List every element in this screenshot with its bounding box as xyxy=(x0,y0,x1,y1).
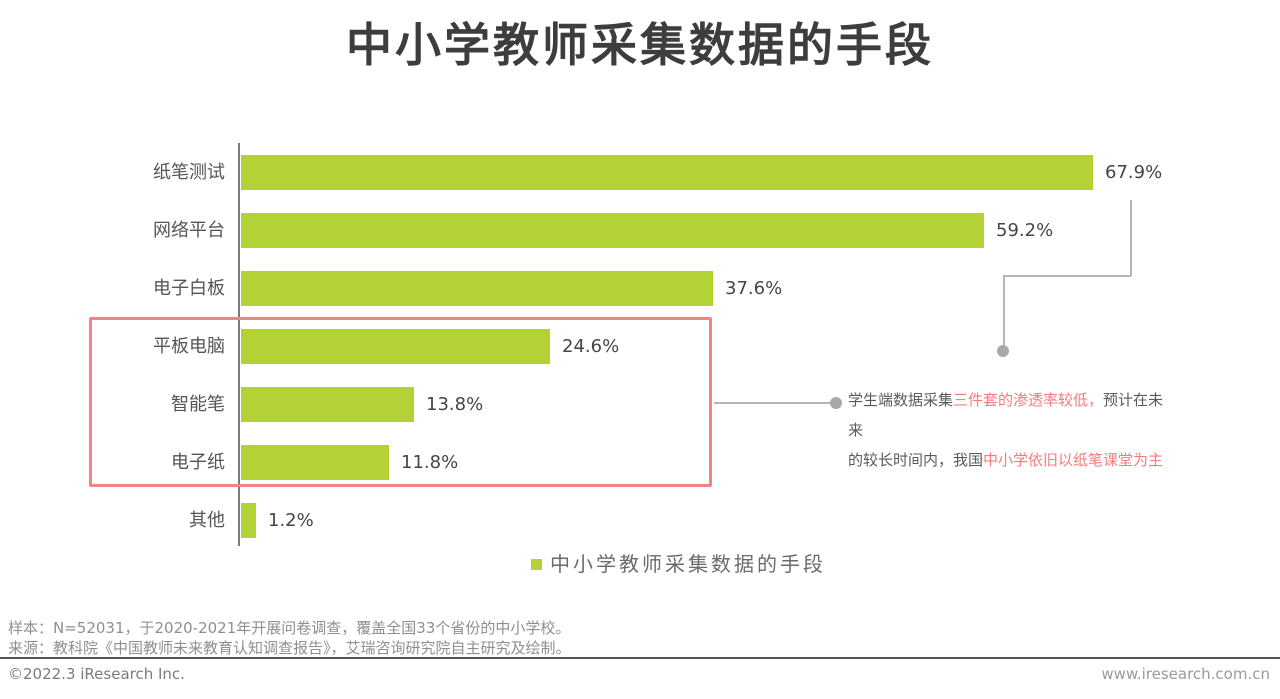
connector-dot-1 xyxy=(997,345,1009,357)
bar xyxy=(241,503,256,538)
bar-value-label: 13.8% xyxy=(426,394,484,415)
annotation-line-2: 的较长时间内，我国中小学依旧以纸笔课堂为主 xyxy=(848,445,1178,475)
footer-divider xyxy=(0,657,1280,659)
legend-swatch-icon xyxy=(531,558,542,570)
annotation-line-1: 学生端数据采集三件套的渗透率较低，预计在未来 xyxy=(848,385,1178,445)
annotation-gray-text: 学生端数据采集 xyxy=(848,391,954,409)
connector-line-vertical-2 xyxy=(1003,275,1005,346)
connector-line-horizontal-1 xyxy=(1003,275,1131,277)
category-label: 其他 xyxy=(189,510,225,531)
bar xyxy=(241,387,414,422)
sample-note: 样本：N=52031，于2020-2021年开展问卷调查，覆盖全国33个省份的中… xyxy=(8,619,571,637)
category-label: 平板电脑 xyxy=(153,336,225,357)
connector-dot-2 xyxy=(830,397,842,409)
y-axis-line xyxy=(238,143,240,546)
annotation-red-text: 中小学依旧以纸笔课堂为主 xyxy=(983,451,1164,469)
bar xyxy=(241,445,389,480)
annotation-gray-text: 预计在未来 xyxy=(848,391,1164,439)
annotation-text: 学生端数据采集三件套的渗透率较低，预计在未来 的较长时间内，我国中小学依旧以纸笔… xyxy=(848,385,1178,475)
source-note: 来源：教科院《中国教师未来教育认知调查报告》，艾瑞咨询研究院自主研究及绘制。 xyxy=(8,639,571,657)
category-label: 智能笔 xyxy=(171,394,225,415)
page-title: 中小学教师采集数据的手段 xyxy=(346,18,934,72)
legend-label: 中小学教师采集数据的手段 xyxy=(550,552,826,576)
bar-value-label: 67.9% xyxy=(1105,162,1163,183)
website-text: www.iresearch.com.cn xyxy=(1101,665,1270,683)
connector-line-horizontal-2 xyxy=(714,402,830,404)
category-label: 网络平台 xyxy=(153,220,225,241)
bar xyxy=(241,213,984,248)
bar xyxy=(241,271,713,306)
bar-value-label: 59.2% xyxy=(996,220,1054,241)
annotation-red-text: 三件套的渗透率较低， xyxy=(953,391,1104,409)
category-label: 电子纸 xyxy=(171,452,225,473)
highlight-box xyxy=(89,317,712,487)
bar xyxy=(241,329,550,364)
bar-value-label: 37.6% xyxy=(725,278,783,299)
bar-value-label: 1.2% xyxy=(268,510,314,531)
bar-value-label: 24.6% xyxy=(562,336,620,357)
copyright-text: ©2022.3 iResearch Inc. xyxy=(8,665,185,683)
category-label: 电子白板 xyxy=(153,278,225,299)
connector-line-vertical-1 xyxy=(1130,200,1132,276)
legend: 中小学教师采集数据的手段 xyxy=(531,553,826,575)
category-label: 纸笔测试 xyxy=(153,162,225,183)
bar-value-label: 11.8% xyxy=(401,452,459,473)
annotation-gray-text: 的较长时间内，我国 xyxy=(848,451,984,469)
bar xyxy=(241,155,1093,190)
